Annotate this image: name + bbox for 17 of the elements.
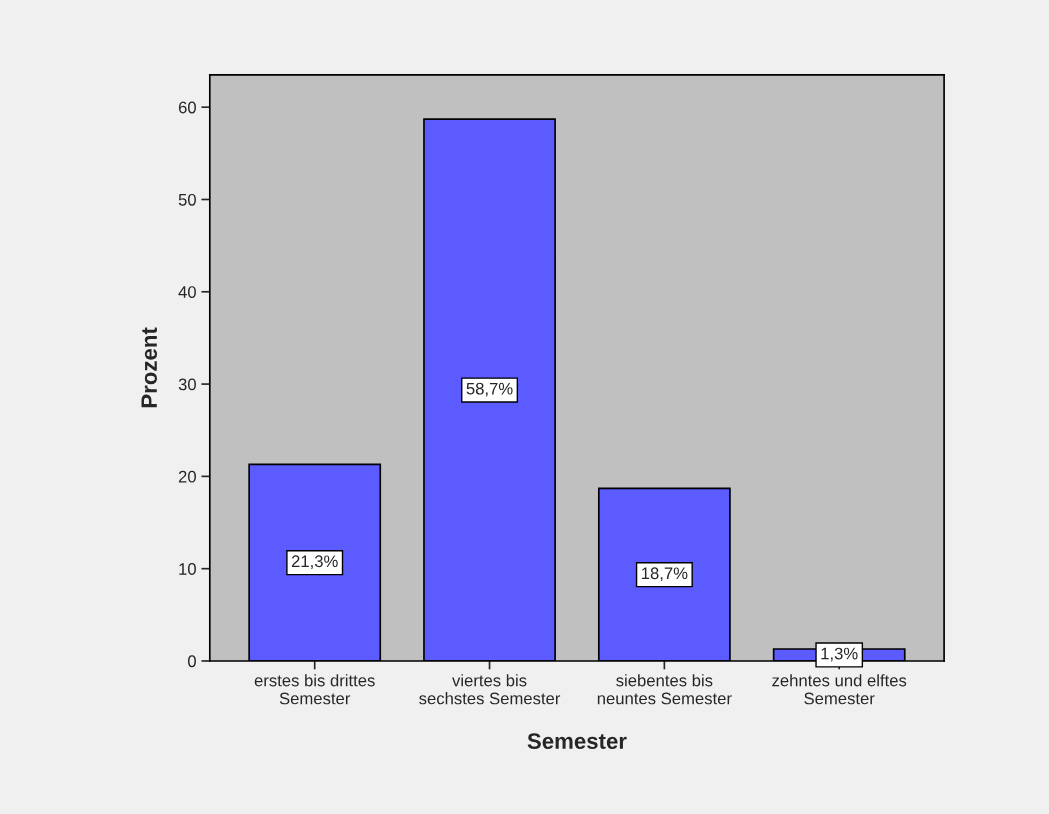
- y-tick-label: 60: [178, 101, 196, 114]
- x-tick-label: viertes bis sechstes Semester: [419, 674, 561, 705]
- x-tick-label: erstes bis drittes Semester: [254, 674, 375, 705]
- y-axis-title: Prozent: [141, 327, 158, 408]
- y-tick-label: 20: [178, 470, 196, 483]
- data-label: 58,7%: [466, 382, 513, 397]
- y-tick-label: 40: [178, 286, 196, 298]
- y-tick-label: 10: [179, 563, 196, 575]
- data-label: 21,3%: [291, 555, 338, 570]
- data-label: 18,7%: [642, 567, 688, 582]
- x-tick-label: zehntes und elftes Semester: [772, 674, 907, 705]
- x-axis-title: Semester: [527, 733, 627, 749]
- y-tick-label: 0: [187, 655, 196, 668]
- y-tick-label: 30: [178, 378, 196, 391]
- data-label: 1,3%: [821, 647, 858, 662]
- y-tick-label: 50: [178, 193, 196, 206]
- x-tick-label: siebentes bis neuntes Semester: [597, 674, 732, 705]
